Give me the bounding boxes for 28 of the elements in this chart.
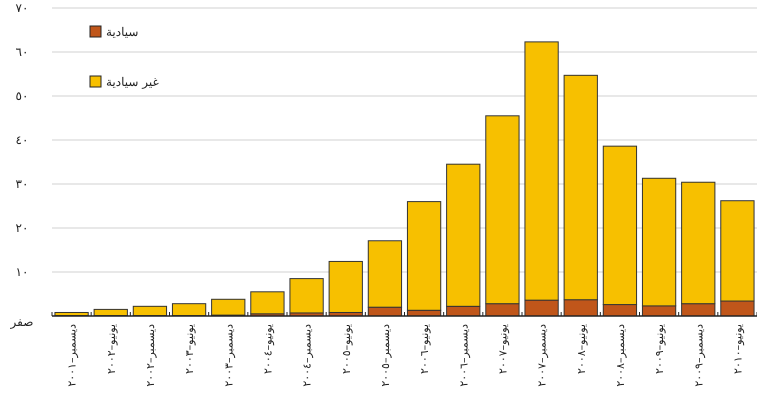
x-tick-label: ديسمبر–٢٠٠٥ [378,324,392,387]
y-tick-label: صفر [10,315,34,329]
x-tick-label: يونيو–٢٠٠٨ [574,324,588,374]
x-tick-label: يونيو–٢٠٠٣ [183,324,196,374]
legend-label: سيادية [106,25,138,39]
y-tick-label: ٦٠ [16,45,28,59]
x-tick-label: يونيو–٢٠٠٩ [653,324,666,374]
x-tick-label: يونيو–٢٠٠٥ [340,324,353,374]
y-tick-label: ١٠ [16,265,28,279]
x-tick-label: ديسمبر–٢٠٠٢ [144,324,157,387]
y-tick-label: ٢٠ [16,221,28,235]
legend-label: غير سيادية [106,75,159,89]
x-tick-label: ديسمبر–٢٠٠٧ [536,324,549,387]
y-tick-label: ٧٠ [16,1,28,15]
x-tick-label: ديسمبر–٢٠٠٨ [614,324,627,387]
x-tick-label: ديسمبر–٢٠٠٦ [457,324,470,387]
y-tick-label: ٤٠ [16,133,28,147]
x-tick-label: ديسمبر–٢٠٠٣ [222,324,236,387]
x-tick-label: ديسمبر–٢٠٠٤ [300,324,314,387]
x-tick-label: يونيو–٢٠٠٧ [496,324,510,374]
x-tick-label: يونيو–٢٠٠٦ [418,324,432,374]
x-tick-label: يونيو–٢٠٠٤ [261,324,274,374]
x-tick-label: ديسمبر–٢٠٠١ [66,324,79,387]
x-tick-label: ديسمبر–٢٠٠٩ [692,324,706,387]
x-tick-label: يونيو–٢٠٠٢ [104,324,118,374]
y-tick-label: ٥٠ [16,89,28,103]
x-tick-label: يونيو–٢٠١٠ [731,324,744,374]
y-tick-label: ٣٠ [16,177,28,191]
